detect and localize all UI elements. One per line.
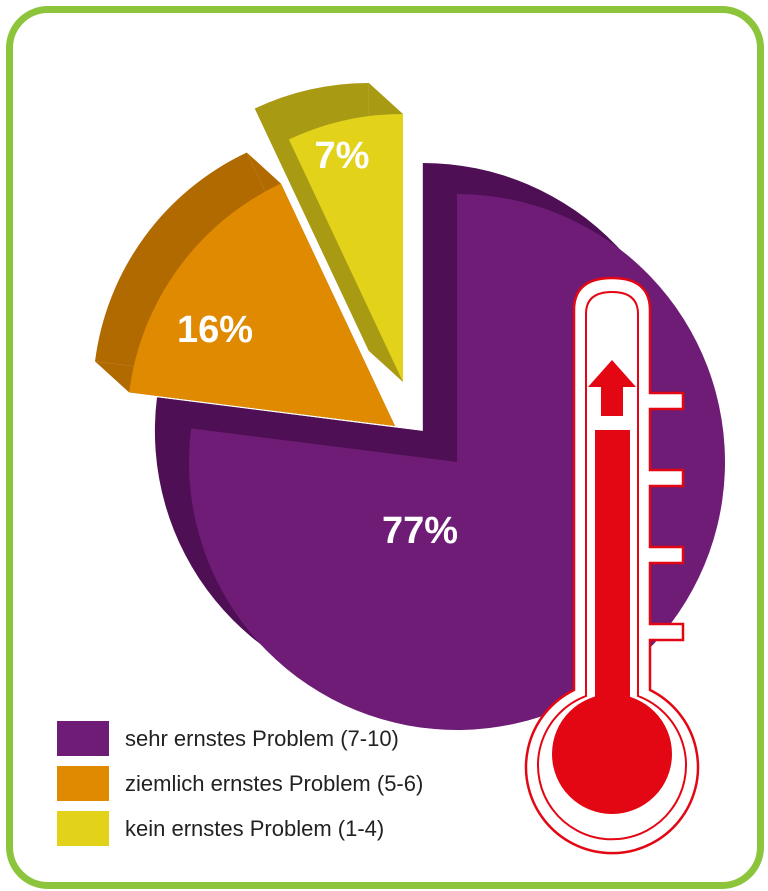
slice-label-2: 16% xyxy=(177,309,253,351)
slice-label-3: 7% xyxy=(315,135,370,177)
pie-slice-3 xyxy=(254,83,403,382)
legend-label: ziemlich ernstes Problem (5-6) xyxy=(125,770,424,796)
legend-item: kein ernstes Problem (1-4) xyxy=(57,806,423,851)
pie-slice-2 xyxy=(95,152,396,426)
legend: sehr ernstes Problem (7-10) ziemlich erns… xyxy=(57,716,423,851)
legend-item: ziemlich ernstes Problem (5-6) xyxy=(57,761,423,806)
legend-swatch xyxy=(57,766,109,801)
legend-label: kein ernstes Problem (1-4) xyxy=(125,815,385,841)
legend-item: sehr ernstes Problem (7-10) xyxy=(57,716,423,761)
legend-swatch xyxy=(57,721,109,756)
pie-slices xyxy=(95,83,726,730)
legend-label: sehr ernstes Problem (7-10) xyxy=(125,725,399,751)
legend-swatch xyxy=(57,811,109,846)
pie-labels: 77% 16% 7% xyxy=(177,135,458,552)
slice-label-1: 77% xyxy=(382,510,458,552)
thermometer-icon xyxy=(524,276,700,855)
